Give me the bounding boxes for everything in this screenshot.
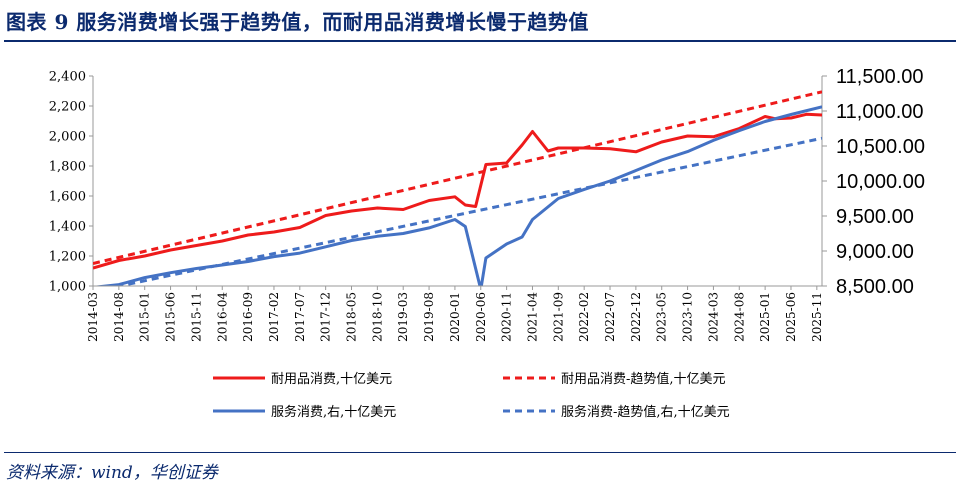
services-trend-line	[114, 136, 822, 286]
legend-label: 耐用品消费-趋势值,十亿美元	[561, 371, 726, 387]
durable-trend-line	[93, 90, 822, 265]
legend-durable: 耐用品消费,十亿美元	[213, 372, 392, 387]
x-tick-label: 2024-08	[732, 292, 746, 342]
x-tick-label: 2018-05	[345, 292, 359, 342]
durable-consumption-line	[93, 112, 822, 270]
x-tick-label: 2022-02	[577, 292, 591, 342]
source-note: 资料来源：wind，华创证券	[6, 463, 218, 483]
x-tick-label: 2020-01	[448, 292, 462, 342]
figure-header: 图表 9 服务消费增长强于趋势值，而耐用品消费增长慢于趋势值	[0, 0, 960, 46]
x-tick-label: 2020-06	[474, 292, 488, 342]
x-tick-label: 2025-06	[784, 292, 798, 342]
right-tick-label: 9,500.00	[836, 206, 914, 228]
title-divider	[4, 40, 956, 42]
legend-label: 耐用品消费,十亿美元	[271, 372, 392, 387]
x-tick-label: 2018-10	[370, 292, 384, 342]
x-tick-label: 2022-12	[629, 292, 643, 342]
x-tick-label: 2019-03	[396, 292, 410, 342]
left-tick-label: 2,400	[49, 70, 86, 85]
x-tick-label: 2017-07	[293, 292, 307, 342]
x-tick-label: 2014-03	[86, 292, 100, 342]
x-tick-label: 2014-08	[112, 292, 126, 342]
x-tick-label: 2016-04	[215, 292, 229, 342]
legend-durable-trend: 耐用品消费-趋势值,十亿美元	[503, 371, 726, 387]
x-tick-label: 2019-08	[422, 292, 436, 342]
footer-divider	[4, 452, 956, 453]
left-tick-label: 2,000	[49, 130, 86, 145]
left-tick-label: 1,000	[49, 280, 86, 295]
x-tick-label: 2023-10	[681, 292, 695, 342]
x-tick-label: 2025-11	[810, 292, 824, 342]
x-tick-label: 2022-07	[603, 292, 617, 342]
x-tick-label: 2015-01	[138, 292, 152, 342]
right-tick-label: 11,000.00	[836, 101, 924, 123]
x-tick-label: 2017-12	[319, 292, 333, 342]
line-chart: 1,000 1,200 1,400 1,600 1,800 2,000 2,200 2,400…	[49, 66, 925, 420]
chart-axes: 1,000 1,200 1,400 1,600 1,800 2,000 2,200 2,400…	[49, 66, 925, 342]
legend-services: 服务消费,右,十亿美元	[213, 404, 396, 420]
x-tick-label: 2016-09	[241, 292, 255, 342]
left-tick-label: 2,200	[49, 100, 86, 115]
left-tick-label: 1,600	[49, 190, 86, 205]
left-tick-label: 1,200	[49, 250, 86, 265]
figure-title: 图表 9 服务消费增长强于趋势值，而耐用品消费增长慢于趋势值	[6, 10, 589, 34]
right-tick-label: 10,000.00	[836, 171, 925, 193]
left-tick-label: 1,400	[49, 220, 86, 235]
legend-label: 服务消费-趋势值,右,十亿美元	[561, 404, 730, 420]
legend-label: 服务消费,右,十亿美元	[271, 404, 396, 420]
x-tick-label: 2025-01	[758, 292, 772, 342]
x-tick-label: 2017-02	[267, 292, 281, 342]
left-tick-label: 1,800	[49, 160, 86, 175]
right-tick-label: 10,500.00	[836, 136, 925, 158]
right-tick-label: 9,000.00	[836, 241, 914, 263]
right-tick-label: 8,500.00	[836, 276, 914, 298]
legend-services-trend: 服务消费-趋势值,右,十亿美元	[503, 404, 730, 420]
right-tick-label: 11,500.00	[836, 66, 924, 88]
x-tick-label: 2015-11	[189, 292, 203, 342]
x-tick-label: 2023-05	[655, 292, 669, 342]
x-tick-label: 2024-03	[706, 292, 720, 342]
x-tick-label: 2021-04	[525, 292, 539, 342]
chart-series	[93, 90, 822, 286]
x-tick-label: 2015-06	[164, 292, 178, 342]
x-tick-label: 2020-11	[500, 292, 514, 342]
x-tick-label: 2021-09	[551, 292, 565, 342]
